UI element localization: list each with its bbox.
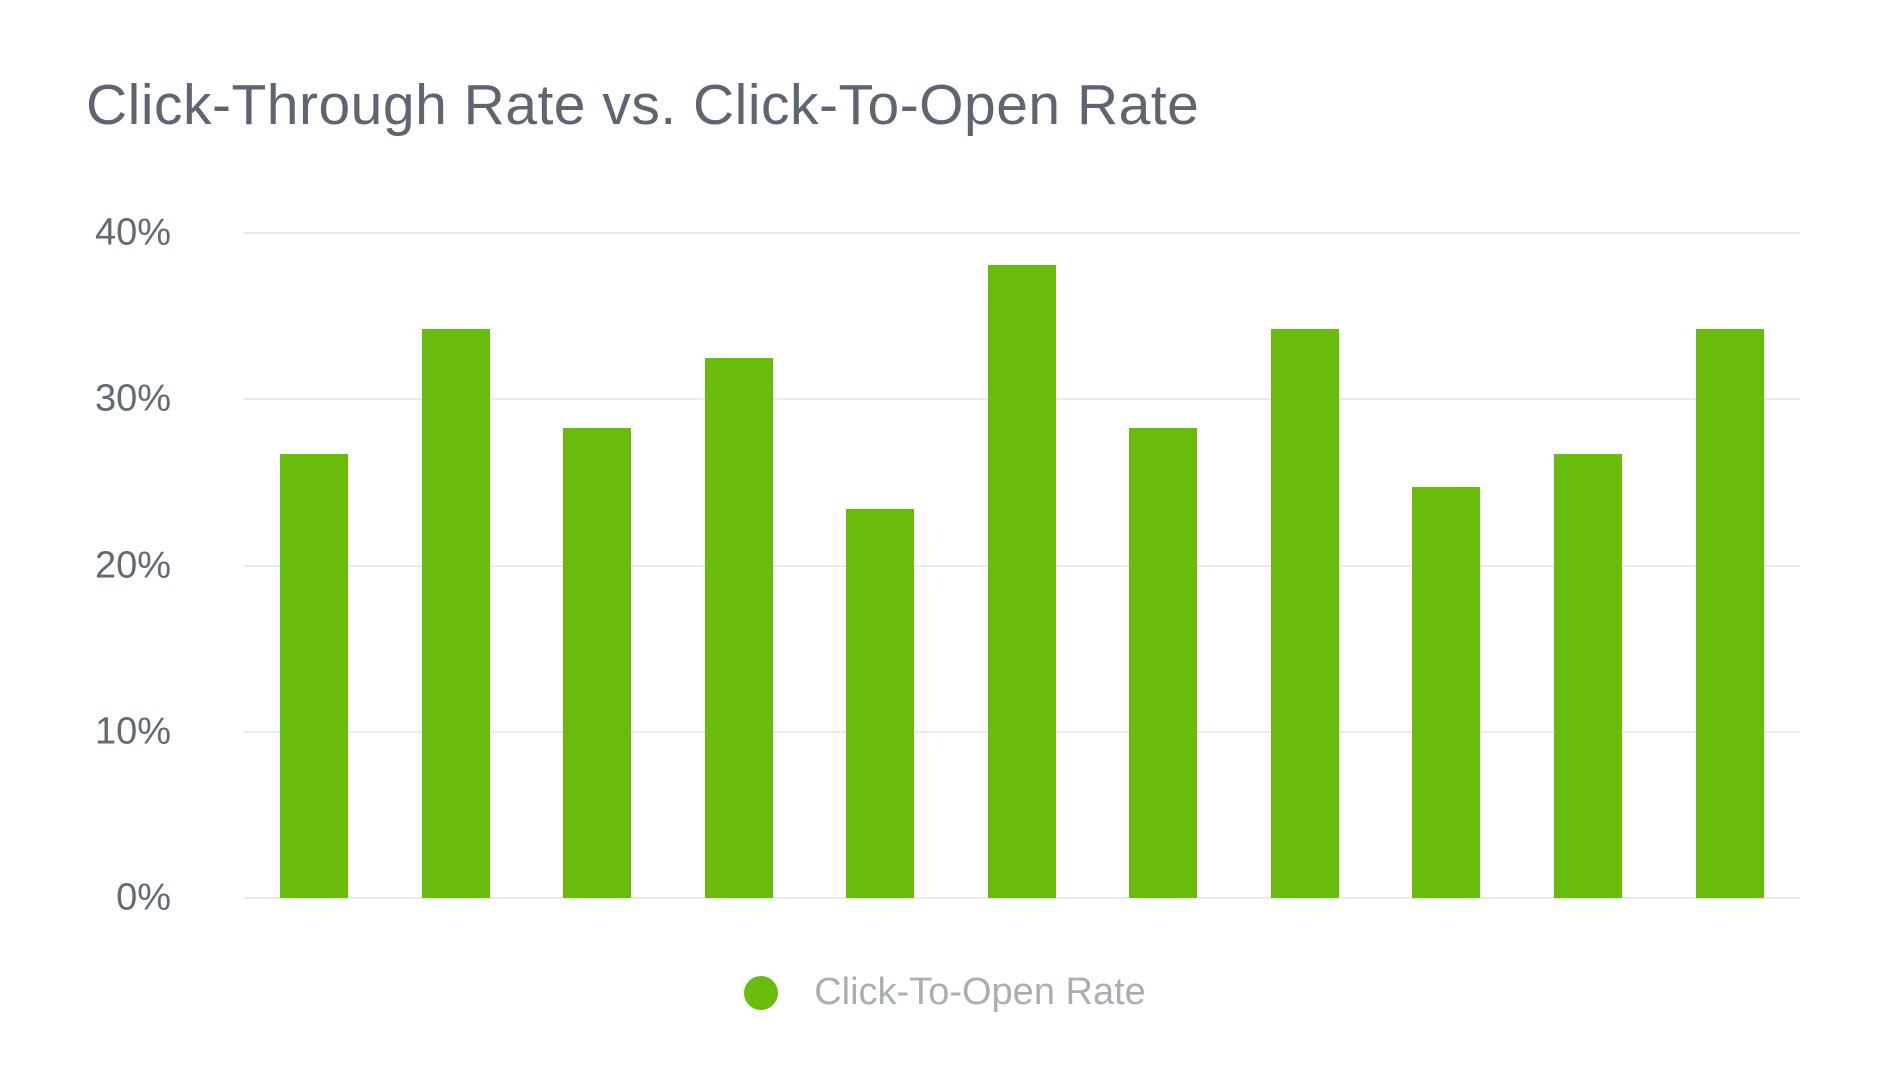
y-axis-tick-label: 30%	[94, 377, 171, 420]
y-axis-tick-label: 40%	[94, 211, 171, 254]
y-axis: 40% 30% 20% 10% 0%	[0, 212, 171, 919]
legend-item[interactable]: Click-To-Open Rate	[744, 971, 1146, 1014]
bar[interactable]	[704, 357, 773, 898]
legend-marker-dot	[744, 975, 779, 1010]
bar[interactable]	[563, 427, 632, 898]
legend: Click-To-Open Rate	[0, 971, 1890, 1014]
y-axis-tick-label: 0%	[116, 876, 171, 919]
bar[interactable]	[280, 454, 348, 898]
bar[interactable]	[987, 264, 1056, 898]
bar[interactable]	[846, 508, 915, 898]
y-axis-tick-label: 20%	[94, 544, 171, 586]
gridline	[243, 232, 1800, 234]
chart-title: Click-Through Rate vs. Click-To-Open Rat…	[86, 73, 1200, 137]
bar[interactable]	[1270, 329, 1339, 898]
bar[interactable]	[1412, 487, 1481, 898]
bar[interactable]	[1129, 427, 1198, 898]
legend-label: Click-To-Open Rate	[814, 971, 1146, 1013]
gridline	[243, 897, 1800, 899]
bar[interactable]	[421, 329, 490, 898]
y-axis-tick-label: 10%	[94, 710, 171, 753]
bar[interactable]	[1695, 329, 1764, 898]
plot-area	[243, 232, 1800, 899]
bar[interactable]	[1553, 454, 1622, 898]
